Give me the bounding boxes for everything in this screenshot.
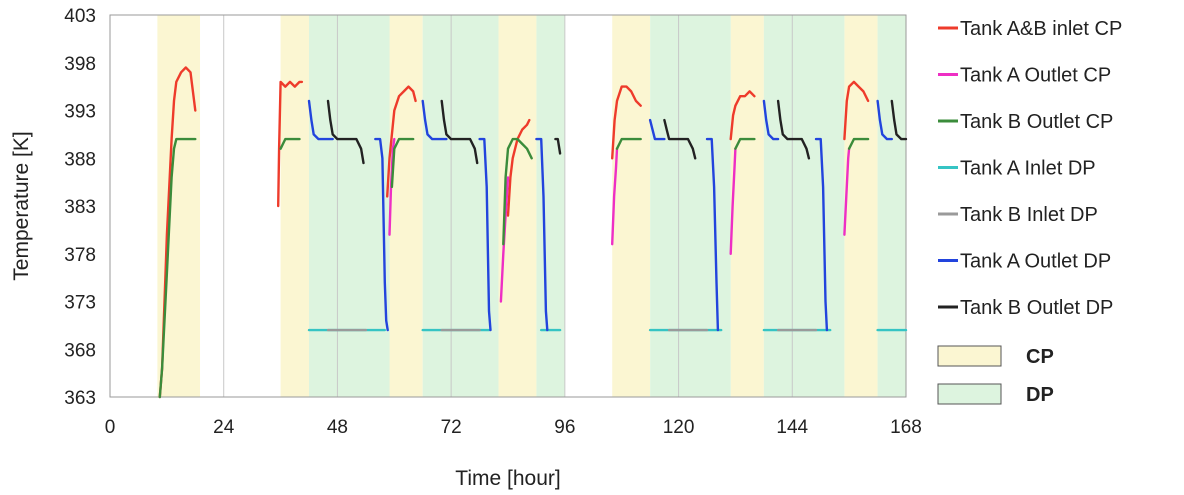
x-tick-label-24: 24 — [213, 417, 235, 438]
series-line-2-seg-6 — [847, 137, 870, 150]
series-line-1-seg-2 — [611, 147, 619, 246]
legend-label-1: Tank A Outlet CP — [960, 65, 1111, 87]
band-dp-5 — [877, 15, 906, 397]
x-axis-title: Time [hour] — [455, 467, 560, 490]
series-line-0-seg-1 — [277, 80, 304, 208]
x-tick-label-48: 48 — [327, 417, 348, 438]
tick-label-layer: 363 368 373 378 383 388 393 398 403 0 24 48 72 96 120 1… — [64, 6, 922, 438]
legend-label-6: Tank B Outlet DP — [960, 297, 1113, 319]
series-line-2-seg-3 — [502, 137, 533, 246]
legend: Tank A&B inlet CP Tank A Outlet CP Tank B … — [937, 18, 1122, 406]
series-line-6-seg-2 — [554, 137, 562, 155]
y-tick-label-368: 368 — [64, 340, 96, 361]
y-tick-label-403: 403 — [64, 6, 96, 27]
series-line-0-seg-5 — [729, 90, 756, 141]
series-line-0-seg-2 — [386, 85, 417, 198]
y-tick-label-398: 398 — [64, 54, 96, 75]
series-line-5-seg-2 — [421, 99, 448, 141]
series-line-5-seg-7 — [762, 99, 780, 141]
y-tick-label-363: 363 — [64, 388, 96, 409]
series-line-0-seg-0 — [158, 66, 197, 399]
series-line-6-seg-3 — [663, 118, 697, 160]
series-line-0-seg-6 — [843, 80, 870, 141]
legend-band-label-dp: DP — [1026, 384, 1054, 406]
band-cp-4 — [612, 15, 651, 397]
x-tick-label-144: 144 — [776, 417, 808, 438]
y-tick-label-383: 383 — [64, 197, 96, 218]
band-cp-6 — [844, 15, 878, 397]
series-line-5-seg-1 — [374, 137, 389, 332]
legend-label-4: Tank B Inlet DP — [960, 204, 1098, 226]
series-line-6-seg-1 — [440, 99, 479, 165]
x-tick-label-72: 72 — [441, 417, 462, 438]
series-line-2-seg-5 — [734, 137, 756, 150]
legend-band-swatch-cp — [937, 345, 1002, 367]
legend-band-swatch-dp — [937, 383, 1002, 405]
y-tick-label-388: 388 — [64, 149, 96, 170]
series-line-2-seg-4 — [615, 137, 642, 150]
series-line-6-seg-4 — [776, 99, 811, 160]
band-layer — [157, 15, 906, 397]
series-line-5-seg-9 — [876, 99, 893, 141]
x-tick-label-0: 0 — [105, 417, 116, 438]
series-line-5-seg-0 — [307, 99, 334, 141]
series-line-1-seg-4 — [843, 147, 851, 236]
band-dp-2 — [536, 15, 565, 397]
plot-frame — [109, 14, 907, 398]
series-layer — [158, 66, 908, 399]
x-tick-label-96: 96 — [554, 417, 575, 438]
series-line-0-seg-4 — [611, 85, 642, 160]
series-line-5-seg-8 — [814, 137, 829, 332]
band-dp-4 — [763, 15, 845, 397]
series-line-2-seg-2 — [390, 137, 415, 189]
legend-label-5: Tank A Outlet DP — [960, 251, 1111, 273]
y-tick-label-378: 378 — [64, 245, 96, 266]
series-line-1-seg-3 — [729, 147, 737, 255]
y-tick-label-393: 393 — [64, 102, 96, 123]
series-line-6-seg-5 — [890, 99, 908, 141]
legend-band-label-cp: CP — [1026, 346, 1054, 368]
series-line-2-seg-1 — [279, 137, 301, 150]
series-line-5-seg-4 — [535, 137, 549, 332]
band-cp-2 — [389, 15, 423, 397]
x-tick-label-120: 120 — [663, 417, 695, 438]
band-cp-1 — [280, 15, 309, 397]
series-line-5-seg-3 — [478, 137, 492, 332]
legend-label-2: Tank B Outlet CP — [960, 111, 1113, 133]
legend-label-0: Tank A&B inlet CP — [960, 18, 1122, 40]
y-tick-label-373: 373 — [64, 293, 96, 314]
series-line-2-seg-0 — [158, 137, 197, 399]
x-tick-label-168: 168 — [890, 417, 922, 438]
legend-label-3: Tank A Inlet DP — [960, 158, 1096, 180]
series-line-6-seg-0 — [326, 99, 365, 165]
band-cp-5 — [730, 15, 764, 397]
series-line-5-seg-6 — [705, 137, 720, 332]
y-axis-title: Temperature [K] — [10, 131, 33, 280]
band-dp-3 — [650, 15, 731, 397]
band-dp-0 — [309, 15, 390, 397]
series-line-5-seg-5 — [648, 118, 666, 141]
